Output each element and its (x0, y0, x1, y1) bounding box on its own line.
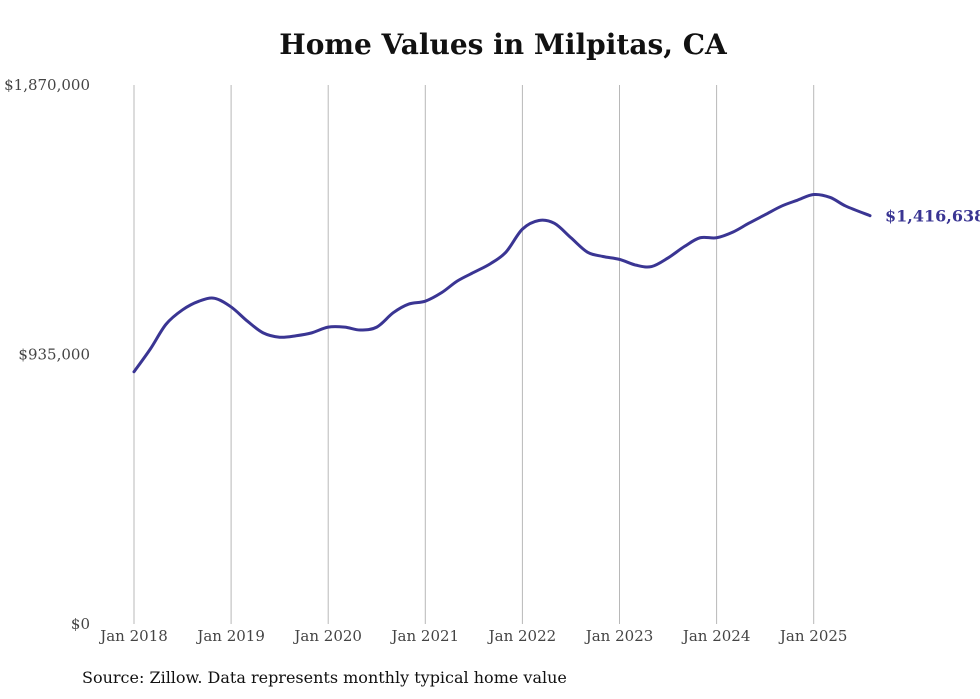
end-value-label: $1,416,638 (885, 207, 980, 226)
y-axis: $0 $935,000 $1,870,000 (4, 76, 90, 633)
y-tick-label: $935,000 (18, 346, 90, 364)
x-tick-label: Jan 2018 (98, 627, 168, 645)
x-tick-label: Jan 2021 (390, 627, 460, 645)
series: $1,416,638 (132, 192, 980, 374)
source-note: Source: Zillow. Data represents monthly … (82, 668, 567, 687)
x-tick-label: Jan 2023 (584, 627, 654, 645)
gridlines (133, 85, 815, 624)
x-tick-label: Jan 2024 (681, 627, 751, 645)
y-tick-label: $1,870,000 (4, 76, 90, 94)
x-tick-label: Jan 2020 (292, 627, 362, 645)
x-tick-label: Jan 2022 (487, 627, 557, 645)
x-tick-label: Jan 2025 (778, 627, 848, 645)
chart-title: Home Values in Milpitas, CA (279, 28, 727, 61)
x-tick-label: Jan 2019 (195, 627, 265, 645)
y-tick-label: $0 (71, 615, 90, 633)
x-axis: Jan 2018 Jan 2019 Jan 2020 Jan 2021 Jan 2022… (98, 627, 847, 645)
series-line (132, 192, 872, 374)
